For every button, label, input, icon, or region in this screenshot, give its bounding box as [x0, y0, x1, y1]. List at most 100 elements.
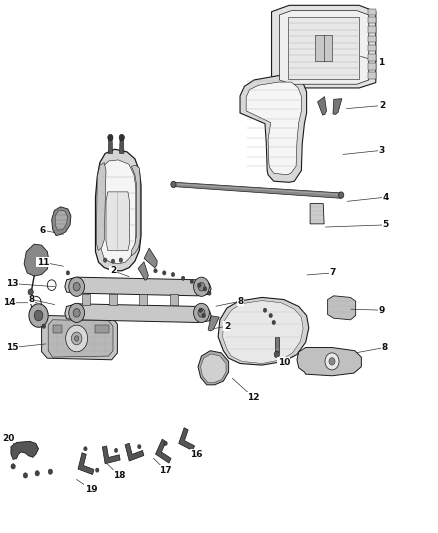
Circle shape — [190, 279, 194, 284]
Polygon shape — [170, 294, 178, 305]
Text: 9: 9 — [379, 306, 385, 314]
Text: 18: 18 — [113, 471, 125, 480]
Circle shape — [203, 287, 207, 291]
Polygon shape — [310, 204, 324, 224]
Circle shape — [11, 464, 15, 469]
Circle shape — [198, 283, 201, 287]
Polygon shape — [11, 441, 39, 459]
Polygon shape — [53, 325, 62, 333]
Polygon shape — [155, 439, 171, 463]
Polygon shape — [102, 446, 120, 464]
Polygon shape — [368, 45, 376, 51]
Circle shape — [263, 308, 267, 312]
Circle shape — [269, 313, 272, 318]
Text: 20: 20 — [3, 434, 15, 442]
Circle shape — [162, 271, 166, 275]
Circle shape — [119, 134, 124, 141]
Polygon shape — [108, 139, 113, 154]
Circle shape — [34, 310, 43, 321]
Circle shape — [194, 277, 209, 296]
Polygon shape — [368, 63, 376, 70]
Circle shape — [71, 332, 82, 345]
Polygon shape — [139, 294, 147, 305]
Text: 5: 5 — [382, 221, 389, 229]
Polygon shape — [246, 82, 301, 175]
Circle shape — [108, 134, 113, 141]
Polygon shape — [368, 36, 376, 42]
Polygon shape — [96, 163, 106, 251]
Polygon shape — [288, 17, 359, 79]
Circle shape — [48, 469, 53, 474]
Polygon shape — [218, 297, 309, 365]
Text: 7: 7 — [330, 269, 336, 277]
Polygon shape — [272, 5, 376, 88]
Circle shape — [171, 272, 175, 277]
Circle shape — [194, 303, 209, 322]
Polygon shape — [275, 337, 279, 352]
Circle shape — [339, 192, 344, 198]
Text: 11: 11 — [37, 258, 49, 266]
Polygon shape — [95, 325, 109, 333]
Circle shape — [69, 303, 85, 322]
Text: 10: 10 — [278, 358, 290, 367]
Polygon shape — [333, 99, 342, 115]
Text: 6: 6 — [40, 226, 46, 235]
Circle shape — [42, 324, 46, 328]
Polygon shape — [315, 35, 332, 61]
Polygon shape — [240, 76, 307, 182]
Polygon shape — [368, 26, 376, 33]
Circle shape — [164, 441, 167, 446]
Polygon shape — [95, 149, 141, 271]
Circle shape — [28, 289, 33, 295]
Text: 17: 17 — [159, 466, 172, 474]
Text: 13: 13 — [6, 279, 18, 288]
Polygon shape — [120, 139, 124, 154]
Circle shape — [198, 282, 205, 291]
Text: 4: 4 — [382, 193, 389, 201]
Polygon shape — [179, 428, 194, 451]
Polygon shape — [131, 165, 140, 256]
Polygon shape — [24, 244, 49, 276]
Polygon shape — [328, 296, 356, 320]
Circle shape — [274, 351, 279, 358]
Text: 12: 12 — [247, 393, 259, 401]
Circle shape — [154, 269, 157, 273]
Circle shape — [138, 445, 141, 449]
Circle shape — [329, 358, 335, 365]
Text: 8: 8 — [381, 343, 388, 352]
Polygon shape — [279, 11, 369, 84]
Text: 3: 3 — [379, 146, 385, 155]
Polygon shape — [138, 262, 148, 280]
Circle shape — [111, 259, 115, 263]
Circle shape — [69, 277, 85, 296]
Circle shape — [73, 309, 80, 317]
Circle shape — [208, 291, 211, 295]
Text: 14: 14 — [4, 298, 16, 307]
Text: 15: 15 — [6, 343, 18, 352]
Polygon shape — [368, 54, 376, 61]
Polygon shape — [48, 320, 113, 357]
Circle shape — [202, 313, 205, 318]
Polygon shape — [65, 277, 211, 296]
Polygon shape — [223, 301, 303, 364]
Circle shape — [103, 258, 107, 262]
Text: 2: 2 — [379, 101, 385, 110]
Polygon shape — [318, 96, 327, 115]
Polygon shape — [368, 17, 376, 23]
Text: 16: 16 — [190, 450, 202, 458]
Text: 8: 8 — [28, 295, 35, 304]
Circle shape — [74, 336, 79, 341]
Polygon shape — [368, 9, 376, 15]
Polygon shape — [55, 210, 67, 230]
Text: 2: 2 — [110, 266, 116, 275]
Circle shape — [66, 271, 70, 275]
Polygon shape — [42, 316, 117, 360]
Circle shape — [66, 325, 88, 352]
Circle shape — [84, 447, 87, 451]
Circle shape — [181, 276, 185, 280]
Circle shape — [23, 473, 28, 478]
Text: 2: 2 — [224, 322, 230, 330]
Circle shape — [114, 448, 118, 453]
Circle shape — [29, 304, 48, 327]
Circle shape — [119, 258, 123, 262]
